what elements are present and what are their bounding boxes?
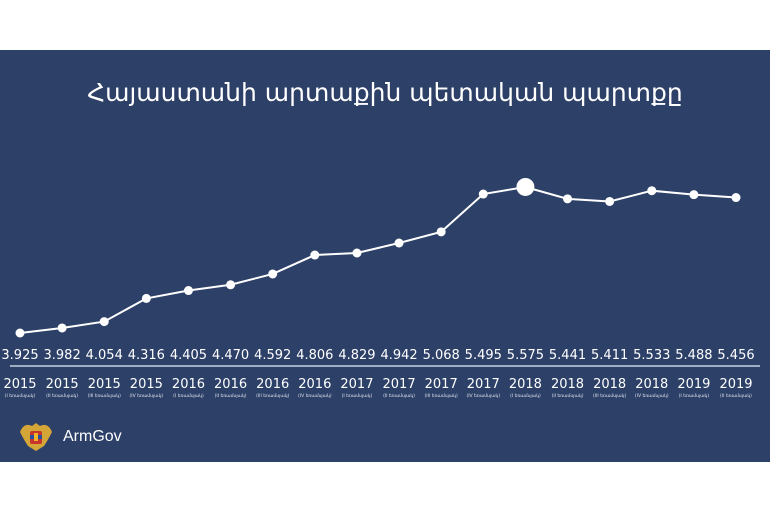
data-point <box>689 190 699 200</box>
x-tick-year: 2015 <box>88 377 121 392</box>
data-label: 3.982 <box>44 348 81 363</box>
data-label: 4.829 <box>338 348 375 363</box>
x-tick-quarter: (II եռամսյակ) <box>552 393 584 399</box>
data-point <box>352 248 362 258</box>
data-point <box>516 177 535 196</box>
x-tick-quarter: (III եռամսյակ) <box>88 393 121 399</box>
data-label: 5.575 <box>507 348 544 363</box>
x-tick-year: 2019 <box>677 377 710 392</box>
x-tick-year: 2015 <box>3 377 36 392</box>
x-tick-year: 2016 <box>172 377 205 392</box>
data-point <box>605 196 615 206</box>
data-point <box>436 227 446 237</box>
data-label: 4.942 <box>380 348 417 363</box>
x-tick-year: 2018 <box>509 377 542 392</box>
x-tick-year: 2016 <box>256 377 289 392</box>
data-label: 4.054 <box>86 348 123 363</box>
data-point <box>563 194 573 204</box>
x-tick-quarter: (IV եռամսյակ) <box>130 393 164 399</box>
x-tick-year: 2017 <box>383 377 416 392</box>
armenia-coat-of-arms-logo <box>20 423 52 451</box>
x-tick-quarter: (II եռամսյակ) <box>720 393 752 399</box>
data-label: 5.068 <box>423 348 460 363</box>
x-tick-quarter: (II եռամսյակ) <box>215 393 247 399</box>
data-label: 5.495 <box>465 348 502 363</box>
data-point <box>310 250 320 260</box>
data-point <box>15 328 25 338</box>
data-label: 5.411 <box>591 348 628 363</box>
x-tick-quarter: (II եռամսյակ) <box>46 393 78 399</box>
x-tick-quarter: (I եռամսյակ) <box>173 393 204 399</box>
x-tick-quarter: (III եռամսյակ) <box>425 393 458 399</box>
x-tick-year: 2018 <box>551 377 584 392</box>
data-label: 4.316 <box>128 348 165 363</box>
data-point <box>731 193 741 203</box>
data-label: 4.405 <box>170 348 207 363</box>
data-label: 4.806 <box>296 348 333 363</box>
x-tick-year: 2016 <box>298 377 331 392</box>
data-point <box>99 317 109 327</box>
x-tick-quarter: (IV եռամսյակ) <box>635 393 669 399</box>
x-tick-quarter: (IV եռամսյակ) <box>298 393 332 399</box>
x-tick-year: 2019 <box>719 377 752 392</box>
x-tick-year: 2015 <box>46 377 79 392</box>
x-tick-quarter: (I եռամսյակ) <box>342 393 373 399</box>
data-label: 5.441 <box>549 348 586 363</box>
series-line <box>19 185 737 334</box>
x-tick-quarter: (I եռամսյակ) <box>5 393 36 399</box>
x-tick-quarter: (I եռամսյակ) <box>679 393 710 399</box>
x-tick-year: 2017 <box>467 377 500 392</box>
data-point <box>394 238 404 248</box>
data-point <box>226 280 236 290</box>
data-label: 3.925 <box>1 348 38 363</box>
x-tick-quarter: (III եռամսյակ) <box>256 393 289 399</box>
data-label: 5.456 <box>717 348 754 363</box>
x-tick-quarter: (I եռամսյակ) <box>510 393 541 399</box>
chart-title: Հայաստանի արտաքին պետական պարտքը <box>87 78 683 107</box>
x-tick-year: 2017 <box>425 377 458 392</box>
data-point <box>57 323 67 333</box>
data-label: 5.533 <box>633 348 670 363</box>
x-tick-year: 2018 <box>635 377 668 392</box>
data-label: 4.592 <box>254 348 291 363</box>
data-point <box>268 269 278 279</box>
brand-name: ArmGov <box>63 428 122 445</box>
chart-panel <box>0 50 770 462</box>
data-point <box>478 189 488 199</box>
data-label: 4.470 <box>212 348 249 363</box>
x-tick-year: 2016 <box>214 377 247 392</box>
x-tick-year: 2018 <box>593 377 626 392</box>
data-point <box>183 286 193 296</box>
x-tick-year: 2017 <box>340 377 373 392</box>
data-label: 5.488 <box>675 348 712 363</box>
x-tick-quarter: (II եռամսյակ) <box>383 393 415 399</box>
data-point <box>647 186 657 196</box>
x-tick-quarter: (III եռամսյակ) <box>593 393 626 399</box>
x-tick-year: 2015 <box>130 377 163 392</box>
data-point <box>141 293 151 303</box>
x-tick-quarter: (IV եռամսյակ) <box>466 393 500 399</box>
